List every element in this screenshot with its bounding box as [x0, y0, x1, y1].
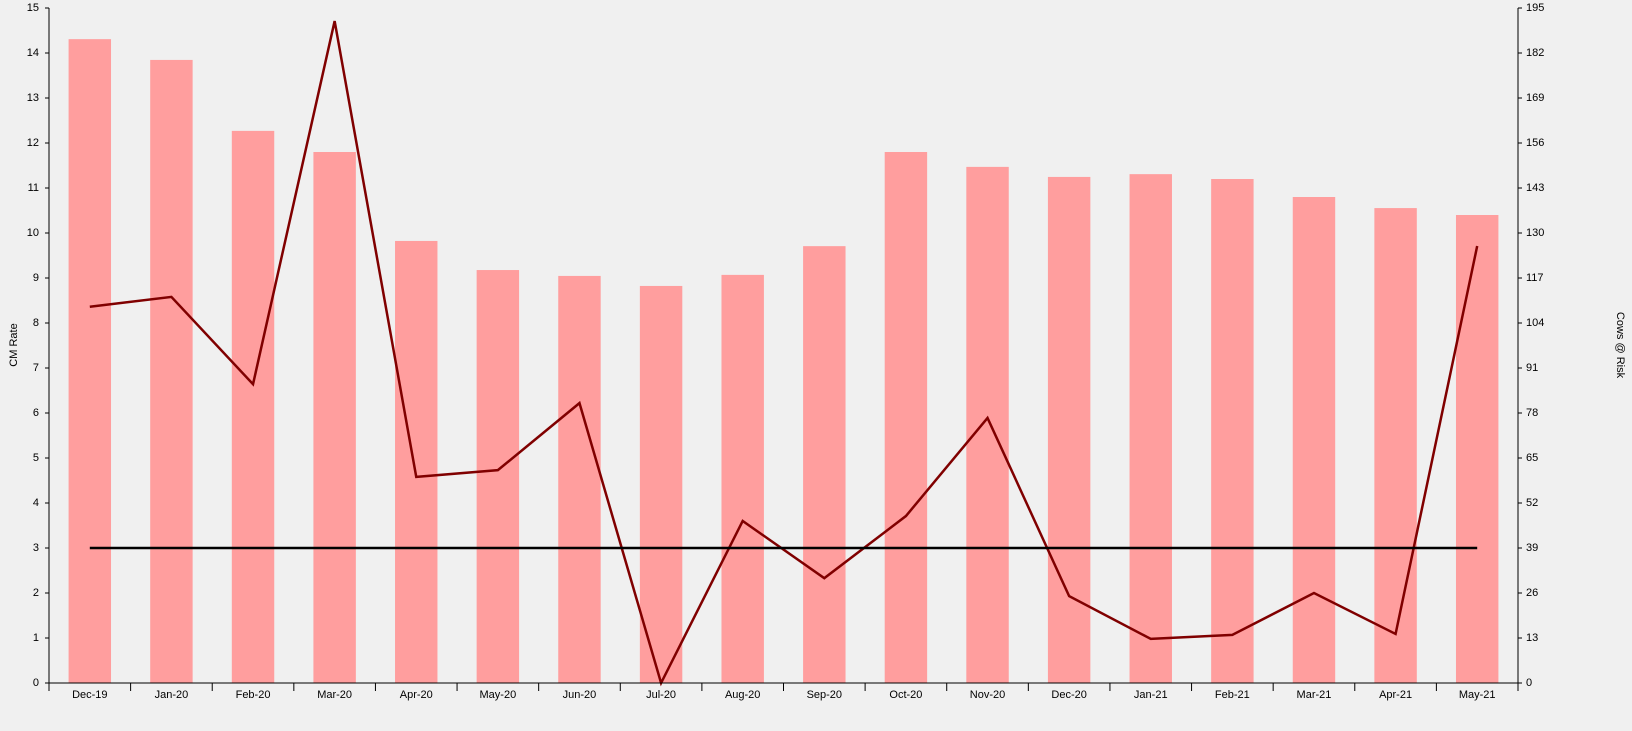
- y2-tick-label: 13: [1526, 632, 1538, 644]
- y-tick-label: 3: [33, 542, 39, 554]
- x-tick-label: Mar-20: [317, 689, 352, 701]
- bar: [1374, 208, 1417, 684]
- y-tick-label: 6: [33, 407, 39, 419]
- x-tick-label: Jun-20: [563, 689, 597, 701]
- bar: [639, 285, 683, 683]
- y2-tick-label: 65: [1526, 452, 1538, 464]
- y-tick-label: 7: [33, 362, 39, 374]
- x-tick-label: Nov-20: [970, 689, 1005, 701]
- bar: [1455, 215, 1499, 683]
- y-tick-label: 13: [27, 92, 39, 104]
- y-tick-label: 15: [27, 2, 39, 14]
- x-tick-label: Apr-20: [400, 689, 433, 701]
- bar: [150, 59, 193, 683]
- x-tick-label: Sep-20: [807, 689, 842, 701]
- x-tick-label: Apr-21: [1379, 689, 1412, 701]
- x-tick-label: Feb-21: [1215, 689, 1250, 701]
- x-tick-label: Feb-20: [236, 689, 271, 701]
- y2-tick-label: 156: [1526, 137, 1544, 149]
- x-tick-label: Jan-21: [1134, 689, 1168, 701]
- x-tick-label: Oct-20: [889, 689, 922, 701]
- y2-tick-label: 143: [1526, 182, 1544, 194]
- x-tick-label: May-20: [480, 689, 517, 701]
- bar: [313, 152, 356, 683]
- y-tick-label: 11: [28, 182, 39, 194]
- y2-tick-label: 0: [1526, 677, 1532, 689]
- bar: [803, 246, 846, 683]
- bar: [1211, 179, 1254, 683]
- bar: [884, 152, 928, 683]
- bar: [721, 274, 764, 683]
- bar: [231, 130, 275, 683]
- bar: [68, 39, 112, 683]
- y2-tick-label: 104: [1526, 317, 1544, 329]
- y-tick-label: 9: [33, 272, 39, 284]
- bar: [1292, 197, 1336, 683]
- y-tick-label: 8: [33, 317, 39, 329]
- x-tick-label: Jul-20: [646, 689, 676, 701]
- bar: [558, 275, 601, 683]
- bar: [1047, 176, 1091, 683]
- bar: [395, 240, 438, 683]
- y2-tick-label: 182: [1526, 47, 1544, 59]
- x-tick-label: Dec-20: [1051, 689, 1086, 701]
- y-tick-label: 12: [27, 137, 39, 149]
- y2-tick-label: 52: [1526, 497, 1538, 509]
- y-tick-label: 1: [33, 632, 39, 644]
- y2-tick-label: 117: [1526, 272, 1544, 284]
- x-tick-label: Mar-21: [1297, 689, 1332, 701]
- y2-tick-label: 195: [1526, 2, 1544, 14]
- x-tick-label: Dec-19: [72, 689, 107, 701]
- y2-tick-label: 91: [1526, 362, 1538, 374]
- x-tick-label: Aug-20: [725, 689, 760, 701]
- bar: [966, 166, 1009, 683]
- y2-tick-label: 26: [1526, 587, 1538, 599]
- y-tick-label: 10: [27, 227, 39, 239]
- y-tick-label: 0: [33, 677, 39, 689]
- y2-tick-label: 130: [1526, 227, 1544, 239]
- bar: [1129, 174, 1172, 683]
- y-tick-label: 2: [33, 587, 39, 599]
- y-axis-label: CM Rate: [8, 323, 20, 366]
- y2-tick-label: 78: [1526, 407, 1538, 419]
- y2-tick-label: 169: [1526, 92, 1544, 104]
- bar: [476, 270, 520, 683]
- x-tick-label: Jan-20: [155, 689, 189, 701]
- line: [89, 20, 1479, 687]
- y2-axis-label: Cows @ Risk: [1614, 312, 1626, 379]
- y2-tick-label: 39: [1526, 542, 1538, 554]
- x-tick-label: May-21: [1459, 689, 1496, 701]
- y-tick-label: 5: [33, 452, 39, 464]
- y-tick-label: 4: [33, 497, 39, 509]
- y-tick-label: 14: [27, 47, 39, 59]
